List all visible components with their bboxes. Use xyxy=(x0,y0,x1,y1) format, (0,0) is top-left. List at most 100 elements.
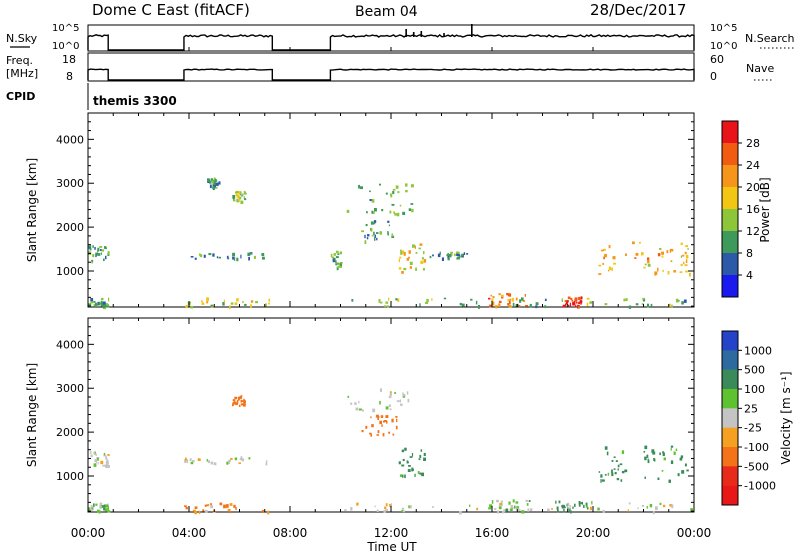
echo-cell xyxy=(185,305,188,309)
echo-cell xyxy=(407,398,410,403)
echo-cell xyxy=(198,510,201,515)
echo-cell xyxy=(100,297,104,301)
echo-cell xyxy=(498,303,501,307)
echo-cell xyxy=(240,254,242,259)
echo-cell xyxy=(226,461,229,465)
echo-cell xyxy=(238,396,240,401)
echo-cell xyxy=(241,458,245,462)
echo-cell xyxy=(388,395,392,399)
echo-cell xyxy=(409,505,412,509)
echo-cell xyxy=(608,266,612,271)
echo-cell xyxy=(578,501,581,505)
echo-cell xyxy=(229,503,233,506)
echo-cell xyxy=(561,505,564,508)
echo-cell xyxy=(508,501,511,505)
echo-cell xyxy=(568,305,570,308)
echo-cell xyxy=(685,270,688,273)
echo-cell xyxy=(617,468,619,471)
echo-cell xyxy=(227,508,231,511)
echo-cell xyxy=(508,293,512,297)
echo-cell xyxy=(572,302,574,305)
echo-cell xyxy=(190,461,194,465)
echo-cell xyxy=(337,262,339,265)
echo-cell xyxy=(346,209,350,213)
echo-cell xyxy=(414,245,416,249)
echo-cell xyxy=(373,231,375,236)
echo-cell xyxy=(501,294,504,297)
echo-cell xyxy=(498,503,502,507)
echo-cell xyxy=(466,253,469,255)
velocity-colorbar-swatch xyxy=(722,389,738,409)
echo-cell xyxy=(226,255,229,259)
echo-cell xyxy=(683,261,685,265)
echo-cell xyxy=(265,460,268,464)
echo-cell xyxy=(88,303,92,307)
echo-cell xyxy=(621,470,625,474)
echo-cell xyxy=(661,470,664,472)
echo-cell xyxy=(578,301,580,304)
echo-cell xyxy=(675,448,678,451)
echo-cell xyxy=(393,212,395,214)
echo-cell xyxy=(373,220,377,223)
echo-cell xyxy=(642,298,646,302)
echo-cell xyxy=(240,403,244,406)
echo-cell xyxy=(399,474,403,477)
echo-cell xyxy=(580,300,583,304)
echo-cell xyxy=(218,256,221,259)
echo-cell xyxy=(408,256,410,259)
echo-cell xyxy=(419,243,423,246)
echo-cell xyxy=(508,300,511,305)
echo-cell xyxy=(410,184,414,188)
echo-cell xyxy=(679,457,683,461)
echo-cell xyxy=(100,252,102,255)
echo-cell xyxy=(332,258,336,263)
echo-cell xyxy=(641,505,644,507)
velocity-colorbar-tick-label: -100 xyxy=(744,441,769,454)
echo-cell xyxy=(234,302,238,305)
echo-cell xyxy=(514,505,516,509)
echo-cell xyxy=(644,476,646,479)
echo-cell xyxy=(450,251,453,254)
echo-cell xyxy=(411,468,414,471)
echo-cell xyxy=(669,504,672,507)
echo-cell xyxy=(668,303,671,308)
echo-cell xyxy=(412,244,415,248)
echo-cell xyxy=(507,303,510,306)
echo-cell xyxy=(244,192,246,195)
echo-cell xyxy=(429,255,432,259)
echo-cell xyxy=(615,460,618,462)
echo-cell xyxy=(261,510,264,513)
echo-cell xyxy=(244,198,247,201)
echo-cell xyxy=(377,430,380,434)
echo-cell xyxy=(94,302,97,307)
echo-cell xyxy=(268,302,270,305)
echo-cell xyxy=(232,256,235,260)
power-colorbar-tick-label: 8 xyxy=(746,247,753,260)
echo-cell xyxy=(669,248,671,253)
power-colorbar-swatch xyxy=(722,121,738,144)
echo-cell xyxy=(646,506,648,509)
echo-cell xyxy=(606,451,609,456)
echo-cell xyxy=(389,391,392,394)
echo-cell xyxy=(354,402,357,406)
power-panel-frame xyxy=(87,112,695,308)
y-tick-label: 4000 xyxy=(56,133,84,146)
echo-cell xyxy=(392,191,395,195)
echo-cell xyxy=(566,503,569,507)
echo-cell xyxy=(620,479,623,482)
echo-cell xyxy=(369,432,372,435)
echo-cell xyxy=(376,237,378,241)
echo-cell xyxy=(589,506,592,511)
velocity-colorbar-swatch xyxy=(722,350,738,370)
echo-cell xyxy=(506,293,509,296)
echo-cell xyxy=(408,465,411,467)
echo-cell xyxy=(411,208,414,213)
echo-cell xyxy=(569,508,571,512)
nsearch-tick-top: 10^5 xyxy=(710,23,737,34)
echo-cell xyxy=(576,301,578,304)
echo-cell xyxy=(625,298,628,301)
echo-cell xyxy=(663,457,666,461)
echo-cell xyxy=(677,473,680,477)
power-colorbar-label: Power [dB] xyxy=(758,177,772,242)
